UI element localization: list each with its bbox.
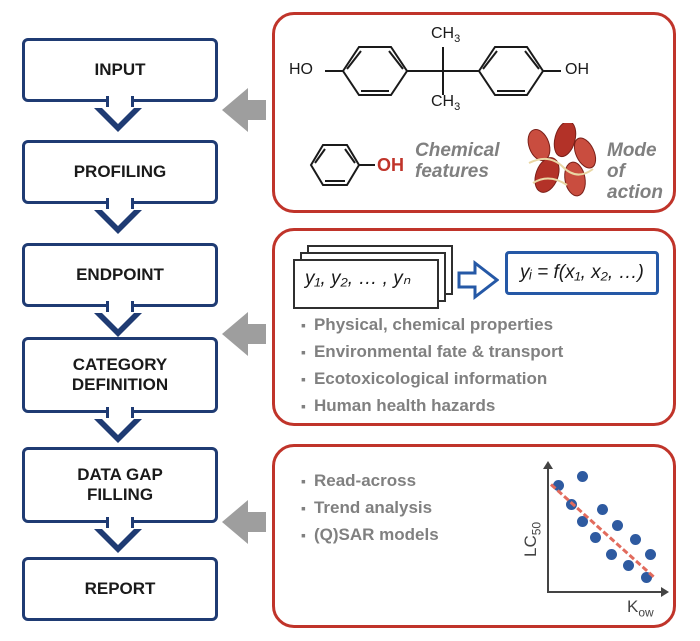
label-function-box: yᵢ = f(x₁, x₂, …): [505, 251, 659, 295]
flow-label: ENDPOINT: [76, 265, 164, 285]
y-axis-label: LC50: [521, 522, 543, 557]
scatter-point: [612, 520, 623, 531]
x-axis-label: Kow: [627, 597, 654, 619]
scatter-point: [630, 534, 641, 545]
panel-datagap: Read-across Trend analysis (Q)SAR models…: [272, 444, 676, 628]
label-ch3: CH3: [431, 93, 460, 113]
flow-label: CATEGORY DEFINITION: [72, 355, 168, 394]
y-axis-arrow-icon: [543, 461, 553, 469]
maps-to-arrow-icon: [457, 259, 499, 301]
flow-label: INPUT: [95, 60, 146, 80]
label-mode-of-action: Mode ofaction: [607, 141, 677, 204]
trend-line: [550, 483, 654, 577]
bullet-item: (Q)SAR models: [301, 525, 439, 545]
label-phenol-oh: OH: [377, 155, 404, 176]
scatter-plot: LC50 Kow: [519, 457, 669, 617]
bullet-item: Trend analysis: [301, 498, 432, 518]
label-y-sequence: y₁, y₂, … , yₙ: [305, 267, 410, 290]
flow-label: PROFILING: [74, 162, 167, 182]
panel-endpoint: y₁, y₂, … , yₙ yᵢ = f(x₁, x₂, …) Physica…: [272, 228, 676, 426]
flow-step-input: INPUT: [22, 38, 218, 102]
diagram-canvas: { "colors": { "flow_border": "#1f3b73", …: [0, 0, 700, 641]
flow-step-datagap: DATA GAP FILLING: [22, 447, 218, 523]
label-ho: HO: [289, 61, 313, 79]
bullet-item: Environmental fate & transport: [301, 342, 563, 362]
label-ch3: CH3: [431, 25, 460, 45]
scatter-point: [597, 504, 608, 515]
scatter-points-area: [549, 471, 659, 589]
scatter-point: [623, 560, 634, 571]
bullet-item: Ecotoxicological information: [301, 369, 547, 389]
flow-step-profiling: PROFILING: [22, 140, 218, 204]
label-oh: OH: [565, 61, 589, 79]
flow-step-endpoint: ENDPOINT: [22, 243, 218, 307]
flow-label: REPORT: [85, 579, 156, 599]
label-chemical-features: Chemicalfeatures: [415, 141, 525, 183]
bullet-item: Human health hazards: [301, 396, 495, 416]
x-axis: [547, 591, 663, 593]
bisphenol-structure-icon: [285, 29, 645, 113]
phenol-icon: [293, 133, 383, 197]
scatter-point: [590, 532, 601, 543]
flow-label: DATA GAP FILLING: [77, 465, 163, 504]
panel-input-profiling: HO OH CH3 CH3 OH Chemicalfeatures Mode o…: [272, 12, 676, 213]
scatter-point: [577, 471, 588, 482]
bullet-item: Physical, chemical properties: [301, 315, 553, 335]
scatter-point: [606, 549, 617, 560]
flow-step-category: CATEGORY DEFINITION: [22, 337, 218, 413]
x-axis-arrow-icon: [661, 587, 669, 597]
scatter-point: [645, 549, 656, 560]
flow-step-report: REPORT: [22, 557, 218, 621]
bullet-item: Read-across: [301, 471, 416, 491]
protein-cartoon-icon: [519, 123, 605, 203]
